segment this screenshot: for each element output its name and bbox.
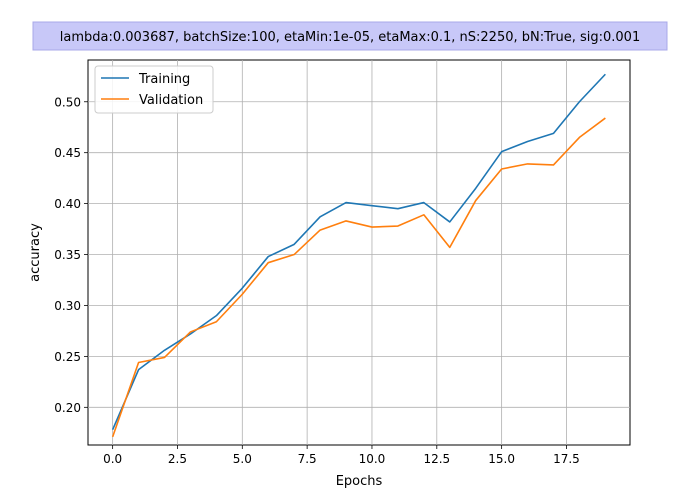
x-tick-label: 7.5 <box>298 452 317 466</box>
axes: 0.0 2.5 5.0 7.5 10.0 12.5 15.0 17.5 0.20 0.25 0.30… <box>54 95 580 466</box>
y-tick-label: 0.25 <box>54 350 81 364</box>
plot-area <box>87 59 631 446</box>
y-tick-label: 0.20 <box>54 401 81 415</box>
grid <box>88 60 630 445</box>
chart-title-box <box>32 21 668 51</box>
x-tick-label: 5.0 <box>233 452 252 466</box>
y-tick-label: 0.35 <box>54 248 81 262</box>
y-axis-label: accuracy <box>28 223 43 282</box>
series-line-validation <box>111 117 606 438</box>
chart-title: lambda:0.003687, batchSize:100, etaMin:1… <box>60 30 640 45</box>
y-tick-label: 0.50 <box>54 95 81 109</box>
x-tick-label: 2.5 <box>168 452 187 466</box>
x-axis-label: Epochs <box>336 474 383 489</box>
legend-label-validation: Validation <box>139 93 203 108</box>
y-tick-label: 0.40 <box>54 197 81 211</box>
legend: Training Validation <box>94 65 214 114</box>
y-tick-label: 0.45 <box>54 146 81 160</box>
x-tick-label: 17.5 <box>553 452 580 466</box>
x-tick-label: 12.5 <box>423 452 450 466</box>
x-tick-label: 0.0 <box>103 452 122 466</box>
y-tick-label: 0.30 <box>54 299 81 313</box>
x-tick-label: 15.0 <box>488 452 515 466</box>
series-lines <box>111 73 606 438</box>
x-tick-label: 10.0 <box>359 452 386 466</box>
legend-label-training: Training <box>138 72 190 87</box>
